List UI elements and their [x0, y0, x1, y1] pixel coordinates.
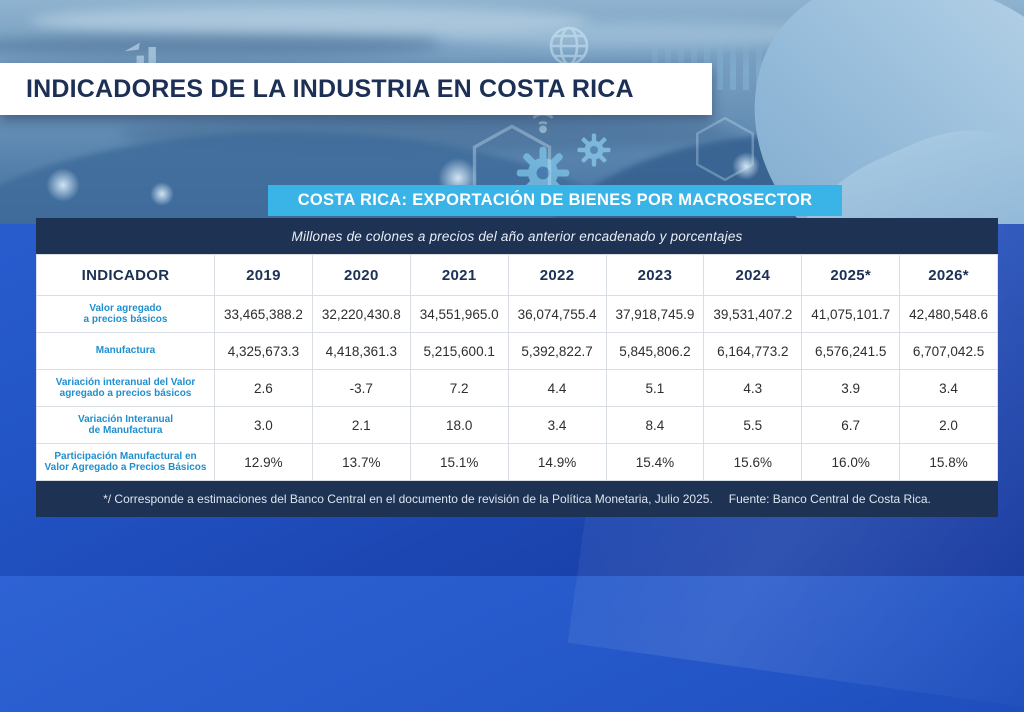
cell-value: 5,845,806.2: [605, 332, 705, 370]
cell-value: 33,465,388.2: [214, 295, 313, 333]
cell-value: 34,551,965.0: [409, 295, 509, 333]
cloud-streak: [0, 34, 440, 58]
cell-value: 4.3: [703, 369, 803, 407]
cell-value: 4,418,361.3: [311, 332, 411, 370]
data-table: INDICADOR 2019 2020 2021 2022 2023 2024 2025* 20…: [36, 254, 998, 481]
cell-value: 37,918,745.9: [605, 295, 705, 333]
source-bar: */ Corresponde a estimaciones del Banco …: [36, 481, 998, 517]
col-header-year: 2019: [214, 254, 313, 296]
cell-value: 15.8%: [899, 443, 998, 481]
cell-value: 36,074,755.4: [507, 295, 607, 333]
gear-icon: [508, 138, 578, 208]
table-row: Manufactura 4,325,673.3 4,418,361.3 5,215,6…: [36, 332, 998, 370]
row-label: Variación interanual del Valor agregado …: [36, 369, 215, 407]
table-header-row: INDICADOR 2019 2020 2021 2022 2023 2024 2025* 20…: [36, 254, 998, 296]
bokeh-dot: [732, 152, 760, 180]
cell-value: 5,392,822.7: [507, 332, 607, 370]
units-note: Millones de colones a precios del año an…: [291, 228, 743, 244]
cell-value: 15.6%: [703, 443, 803, 481]
row-label: Valor agregado a precios básicos: [36, 295, 215, 333]
cell-value: -3.7: [311, 369, 411, 407]
cell-value: 32,220,430.8: [311, 295, 411, 333]
cell-value: 5.1: [605, 369, 705, 407]
cell-value: 39,531,407.2: [703, 295, 803, 333]
gear-icon: [572, 128, 616, 172]
source-text: Fuente: Banco Central de Costa Rica.: [728, 492, 931, 506]
table-row: Variación Interanual de Manufactura 3.0 2.…: [36, 406, 998, 444]
section-banner: COSTA RICA: EXPORTACIÓN DE BIENES POR MA…: [268, 185, 842, 216]
col-header-year: 2022: [507, 254, 607, 296]
col-header-indicator: INDICADOR: [36, 254, 215, 296]
cell-value: 2.1: [311, 406, 411, 444]
col-header-year: 2026*: [899, 254, 998, 296]
cell-value: 8.4: [605, 406, 705, 444]
page-title: INDICADORES DE LA INDUSTRIA EN COSTA RIC…: [26, 74, 634, 103]
cell-value: 4,325,673.3: [214, 332, 313, 370]
col-header-year: 2020: [311, 254, 411, 296]
cell-value: 14.9%: [507, 443, 607, 481]
col-header-year: 2023: [605, 254, 705, 296]
cell-value: 15.4%: [605, 443, 705, 481]
cell-value: 42,480,548.6: [899, 295, 998, 333]
cell-value: 2.6: [214, 369, 313, 407]
cell-value: 6,164,773.2: [703, 332, 803, 370]
cell-value: 18.0: [409, 406, 509, 444]
cell-value: 4.4: [507, 369, 607, 407]
cell-value: 5.5: [703, 406, 803, 444]
cell-value: 6,576,241.5: [801, 332, 901, 370]
indicators-table: Millones de colones a precios del año an…: [36, 218, 998, 517]
cell-value: 41,075,101.7: [801, 295, 901, 333]
col-header-year: 2024: [703, 254, 803, 296]
cell-value: 3.0: [214, 406, 313, 444]
table-row: Participación Manufactural en Valor Agre…: [36, 443, 998, 481]
cell-value: 3.9: [801, 369, 901, 407]
title-banner: INDICADORES DE LA INDUSTRIA EN COSTA RIC…: [0, 63, 712, 115]
cell-value: 6.7: [801, 406, 901, 444]
col-header-year: 2021: [409, 254, 509, 296]
cell-value: 13.7%: [311, 443, 411, 481]
cloud-streak: [30, 6, 590, 36]
row-label: Manufactura: [36, 332, 215, 370]
row-label: Participación Manufactural en Valor Agre…: [36, 443, 215, 481]
cell-value: 6,707,042.5: [899, 332, 998, 370]
cell-value: 5,215,600.1: [409, 332, 509, 370]
bokeh-dot: [46, 168, 80, 202]
cell-value: 2.0: [899, 406, 998, 444]
section-banner-label: COSTA RICA: EXPORTACIÓN DE BIENES POR MA…: [297, 191, 813, 209]
cell-value: 3.4: [507, 406, 607, 444]
table-row: Valor agregado a precios básicos 33,465,3…: [36, 295, 998, 333]
cell-value: 16.0%: [801, 443, 901, 481]
hexagon-icon: [688, 112, 762, 186]
row-label: Variación Interanual de Manufactura: [36, 406, 215, 444]
table-row: Variación interanual del Valor agregado …: [36, 369, 998, 407]
bokeh-dot: [150, 182, 174, 206]
cell-value: 3.4: [899, 369, 998, 407]
units-bar: Millones de colones a precios del año an…: [36, 218, 998, 254]
cell-value: 7.2: [409, 369, 509, 407]
cell-value: 15.1%: [409, 443, 509, 481]
col-header-year: 2025*: [801, 254, 901, 296]
footnote-text: */ Corresponde a estimaciones del Banco …: [103, 492, 713, 506]
background-photo: [0, 0, 1024, 224]
cell-value: 12.9%: [214, 443, 313, 481]
